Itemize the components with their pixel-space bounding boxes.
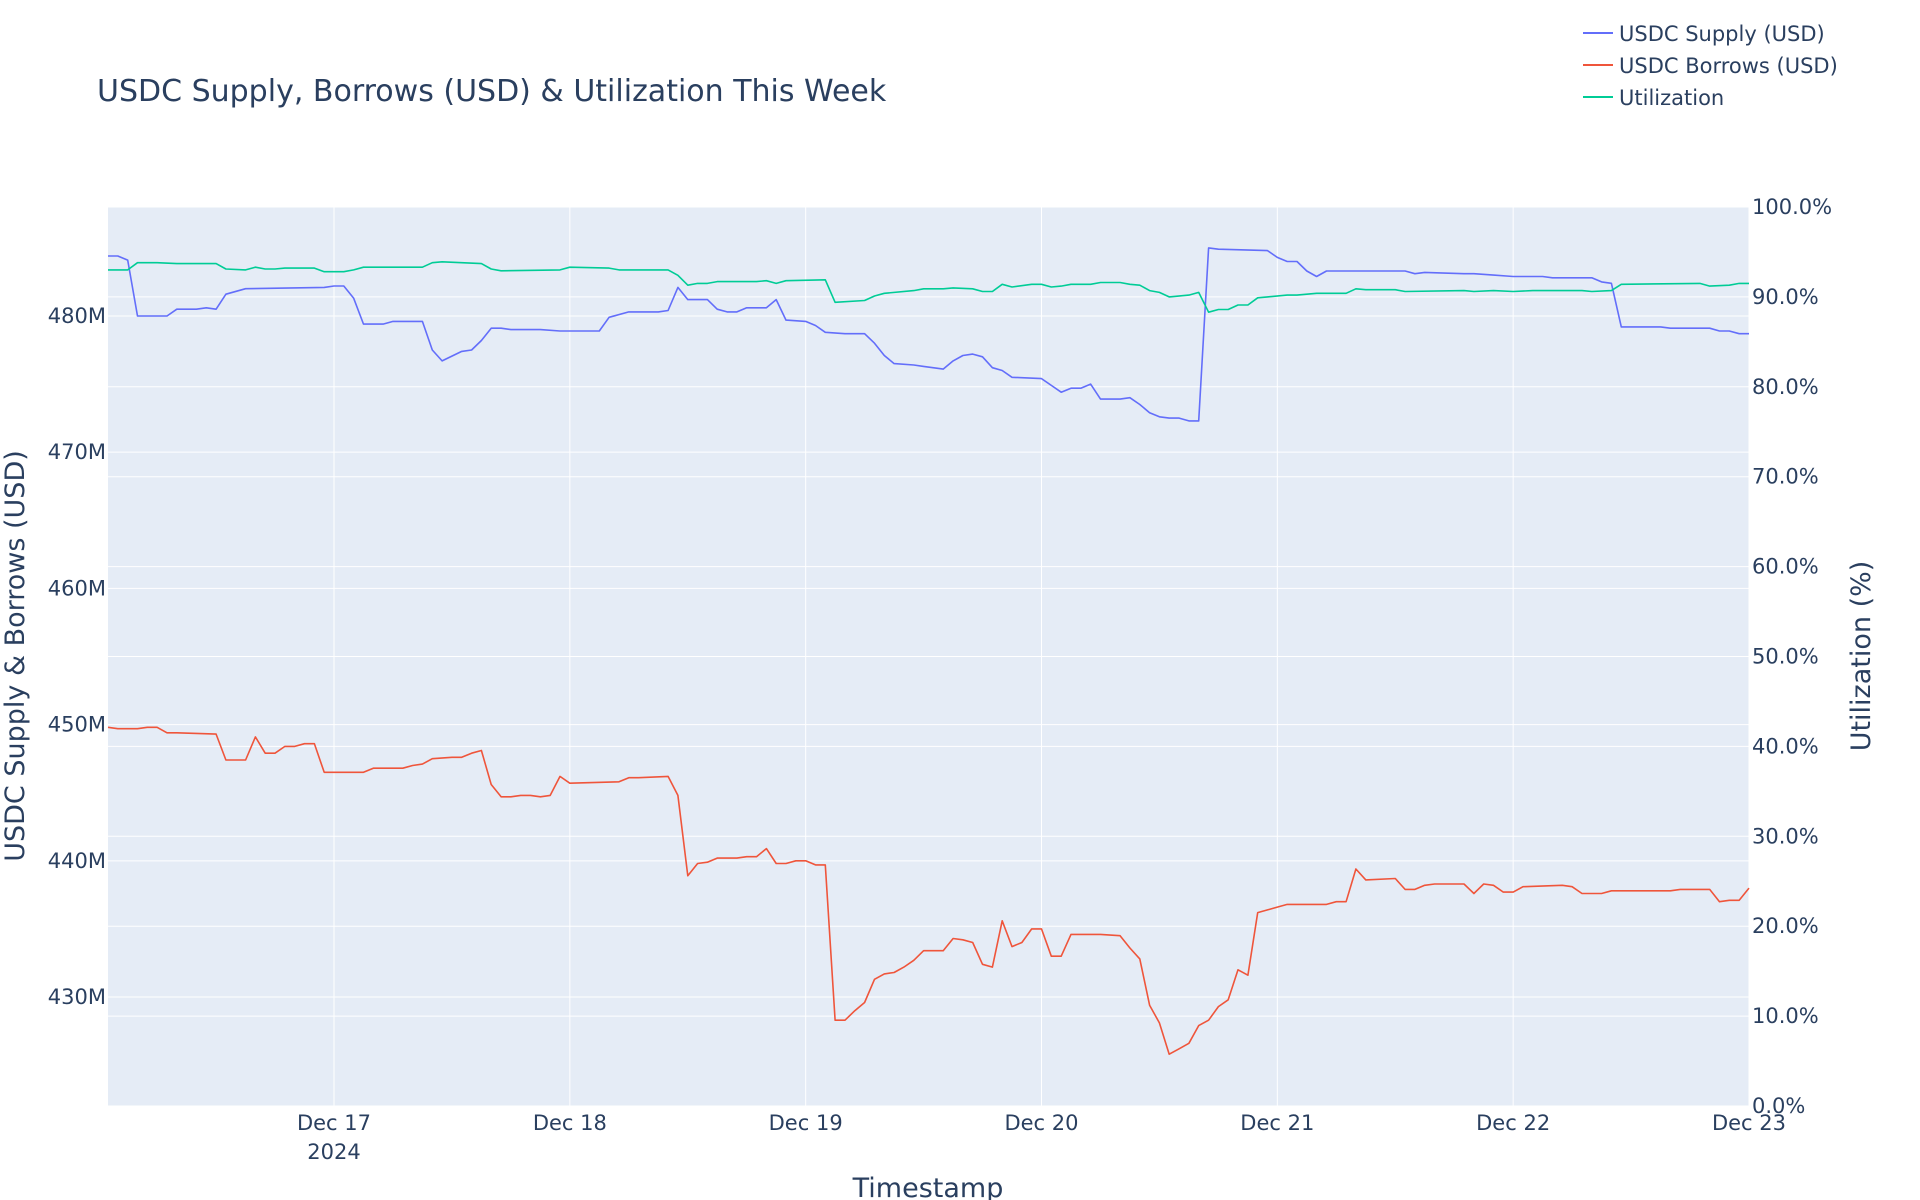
x-tick-label: Dec 19 [769,1111,843,1135]
y2-tick-label: 40.0% [1752,734,1819,758]
y2-tick-label: 80.0% [1752,375,1819,399]
legend-label-supply: USDC Supply (USD) [1619,22,1825,46]
y2-tick-label: 70.0% [1752,465,1819,489]
legend-item-borrows[interactable]: USDC Borrows (USD) [1583,54,1838,78]
legend-label-utilization: Utilization [1619,86,1724,110]
x-tick-label: Dec 21 [1240,1111,1314,1135]
x-tick-label: Dec 22 [1476,1111,1550,1135]
y-tick-label: 430M [48,985,106,1009]
y2-tick-label: 20.0% [1752,914,1819,938]
x-tick-sublabel: 2024 [307,1140,360,1164]
y2-tick-label: 90.0% [1752,285,1819,309]
y-axis-title: USDC Supply & Borrows (USD) [0,450,31,862]
y2-tick-label: 30.0% [1752,824,1819,848]
x-axis-title: Timestamp [852,1173,1004,1200]
x-tick-label: Dec 17 [297,1111,371,1135]
legend: USDC Supply (USD) USDC Borrows (USD) Uti… [1583,22,1838,110]
y-tick-label: 440M [48,849,106,873]
y-tick-label: 450M [48,713,106,737]
y-tick-label: 460M [48,576,106,600]
y2-tick-label: 10.0% [1752,1004,1819,1028]
x-tick-label: Dec 18 [533,1111,607,1135]
x-tick-label: Dec 23 [1712,1111,1786,1135]
legend-item-supply[interactable]: USDC Supply (USD) [1583,22,1825,46]
y-tick-label: 470M [48,440,106,464]
y2-tick-label: 60.0% [1752,555,1819,579]
x-tick-label: Dec 20 [1004,1111,1078,1135]
y-tick-label: 480M [48,304,106,328]
legend-item-utilization[interactable]: Utilization [1583,86,1724,110]
legend-label-borrows: USDC Borrows (USD) [1619,54,1838,78]
y2-tick-label: 100.0% [1752,195,1832,219]
y2-axis-title: Utilization (%) [1846,561,1877,752]
y2-tick-label: 50.0% [1752,645,1819,669]
